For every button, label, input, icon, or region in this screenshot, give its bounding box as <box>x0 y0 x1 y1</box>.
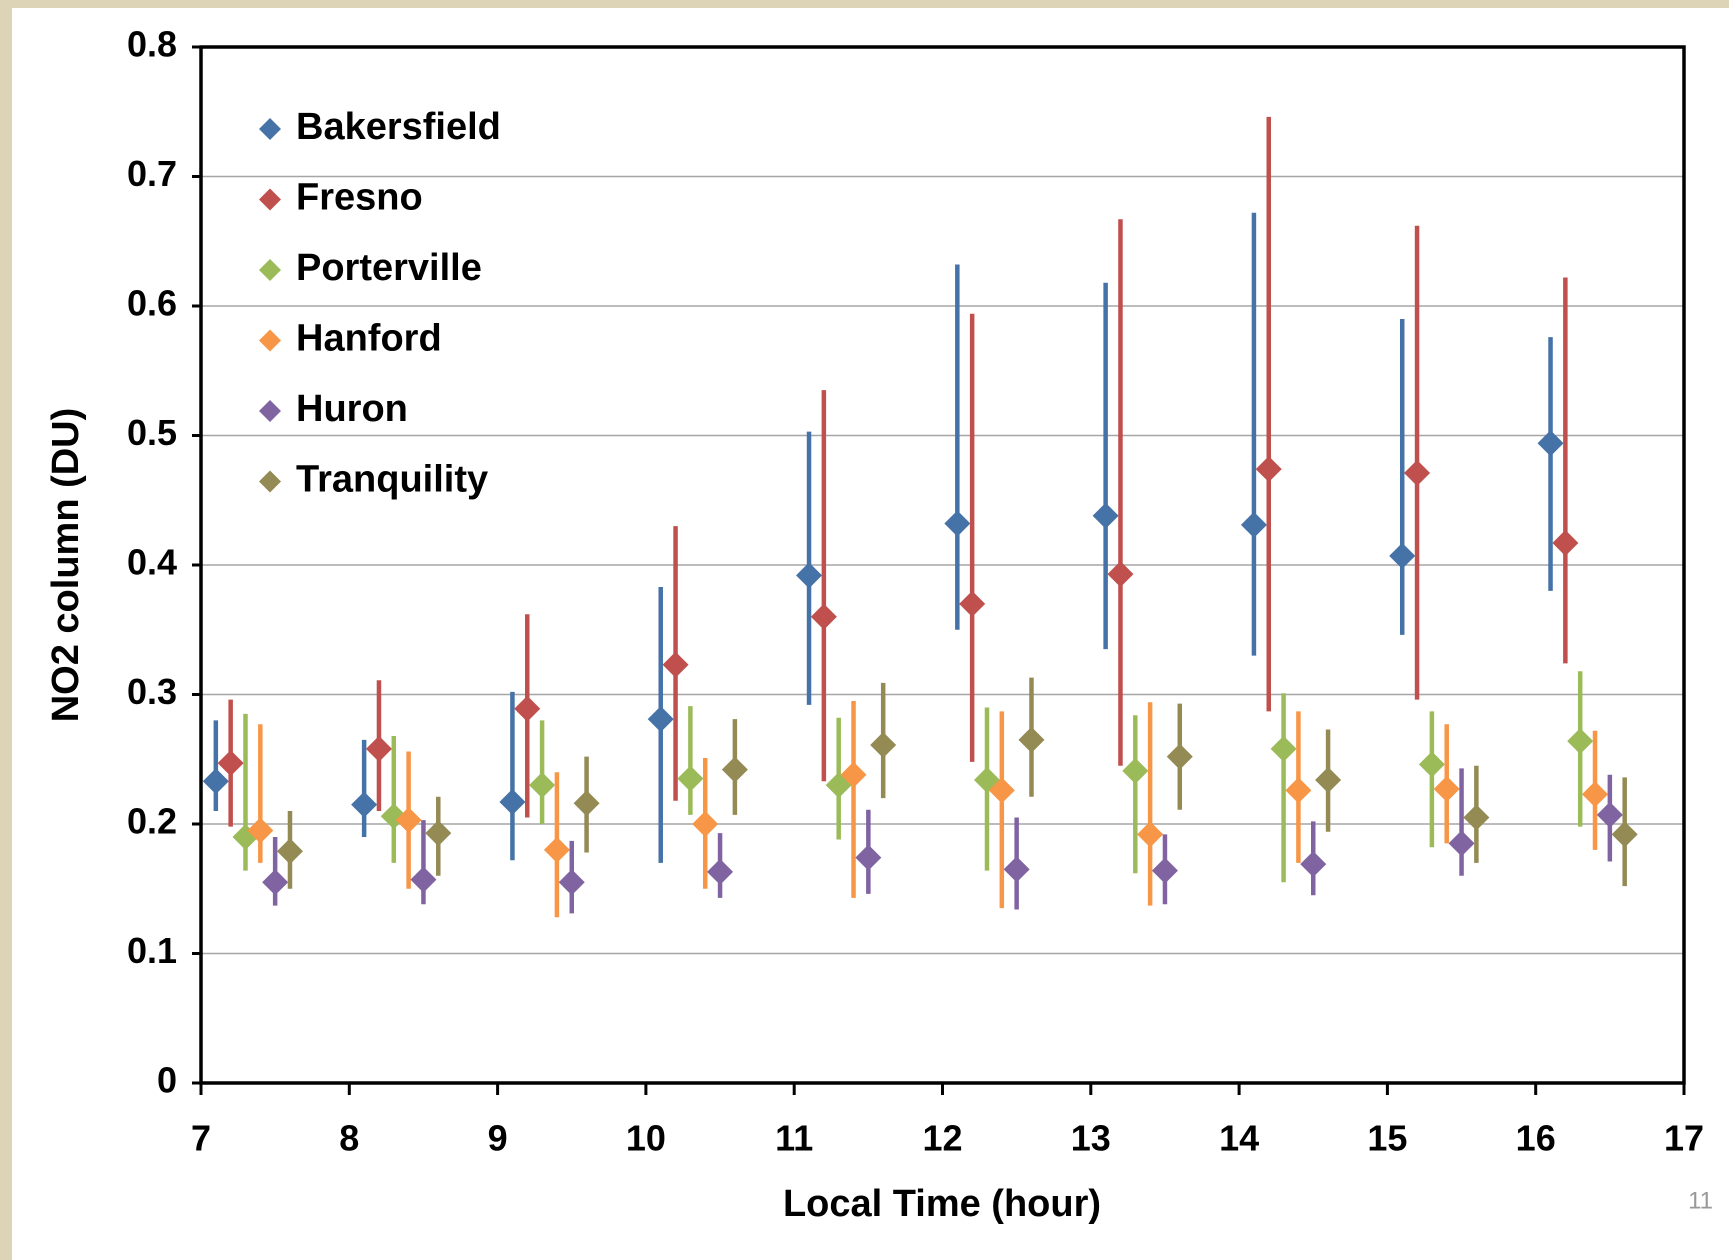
marker <box>662 651 689 678</box>
marker <box>1122 757 1149 784</box>
legend-marker <box>259 329 281 352</box>
marker <box>1315 766 1342 793</box>
marker <box>351 791 378 818</box>
marker <box>855 844 882 871</box>
y-tick-label: 0 <box>157 1060 177 1101</box>
marker <box>1463 804 1490 831</box>
x-tick-label: 9 <box>488 1118 508 1159</box>
legend-label: Huron <box>296 388 408 430</box>
marker <box>959 590 986 617</box>
y-tick-label: 0.7 <box>127 153 177 194</box>
marker <box>944 510 971 537</box>
marker <box>1300 851 1327 878</box>
x-tick-label: 11 <box>775 1118 813 1159</box>
legend-marker <box>259 400 281 422</box>
legend-label: Porterville <box>296 247 482 289</box>
legend-marker <box>259 259 281 281</box>
y-tick-label: 0.6 <box>127 283 177 324</box>
marker <box>514 695 541 722</box>
marker <box>1448 830 1475 857</box>
marker <box>247 817 274 844</box>
marker <box>988 777 1015 804</box>
marker <box>1240 511 1267 538</box>
marker <box>276 838 303 865</box>
plot-frame <box>199 45 1686 1085</box>
x-tick-label: 12 <box>922 1118 962 1159</box>
marker <box>425 820 452 847</box>
marker <box>1137 821 1164 848</box>
x-tick-label: 7 <box>191 1118 211 1159</box>
y-tick-label: 0.8 <box>127 24 177 65</box>
y-tick-label: 0.4 <box>127 542 177 583</box>
marker <box>1018 726 1045 753</box>
marker <box>692 811 719 837</box>
marker <box>1611 821 1638 848</box>
legend-marker <box>259 118 281 140</box>
marker <box>840 761 867 788</box>
marker <box>1151 857 1178 884</box>
marker <box>573 790 600 817</box>
marker <box>1404 460 1431 487</box>
y-axis-title: NO2 column (DU) <box>45 408 87 723</box>
marker <box>647 706 674 733</box>
marker <box>1166 743 1193 770</box>
y-tick-label: 0.2 <box>127 801 177 842</box>
marker <box>1567 728 1594 755</box>
marker <box>499 788 526 815</box>
marker <box>1582 781 1609 808</box>
legend-label: Fresno <box>296 177 423 219</box>
marker <box>262 869 289 896</box>
marker <box>1270 735 1297 762</box>
x-tick-label: 14 <box>1219 1118 1259 1159</box>
marker <box>1552 529 1579 556</box>
marker <box>810 603 837 630</box>
marker <box>1285 777 1312 804</box>
legend-marker <box>259 188 281 211</box>
legend-label: Hanford <box>296 318 442 360</box>
page-number: 11 <box>1688 1187 1713 1214</box>
marker <box>1537 430 1564 457</box>
marker <box>707 858 734 885</box>
marker <box>796 562 823 589</box>
y-tick-label: 0.1 <box>127 930 177 971</box>
marker <box>1107 561 1134 588</box>
marker <box>1418 751 1445 778</box>
marker <box>529 772 556 799</box>
y-tick-label: 0.5 <box>127 412 177 453</box>
slide-panel <box>12 8 1729 1260</box>
x-tick-label: 13 <box>1071 1118 1111 1159</box>
marker <box>1596 801 1623 828</box>
marker <box>1433 776 1460 803</box>
legend-label: Bakersfield <box>296 106 501 148</box>
legend-label: Tranquility <box>296 459 488 501</box>
legend-marker <box>259 470 281 493</box>
x-tick-label: 15 <box>1367 1118 1407 1159</box>
x-tick-label: 10 <box>626 1118 666 1159</box>
x-axis-title: Local Time (hour) <box>783 1183 1101 1225</box>
x-tick-label: 8 <box>339 1118 359 1159</box>
x-tick-label: 17 <box>1664 1118 1704 1159</box>
y-tick-label: 0.3 <box>127 671 177 712</box>
marker <box>202 768 229 795</box>
x-tick-label: 16 <box>1516 1118 1556 1159</box>
marker <box>1255 456 1282 483</box>
marker <box>1003 856 1030 883</box>
marker <box>543 836 570 863</box>
marker <box>395 807 422 834</box>
marker <box>217 750 244 777</box>
marker <box>870 732 897 759</box>
marker <box>1092 502 1119 529</box>
marker <box>721 756 748 783</box>
marker <box>365 735 392 762</box>
marker <box>558 869 585 896</box>
marker <box>410 866 437 893</box>
marker <box>677 765 704 792</box>
marker <box>1389 542 1416 569</box>
